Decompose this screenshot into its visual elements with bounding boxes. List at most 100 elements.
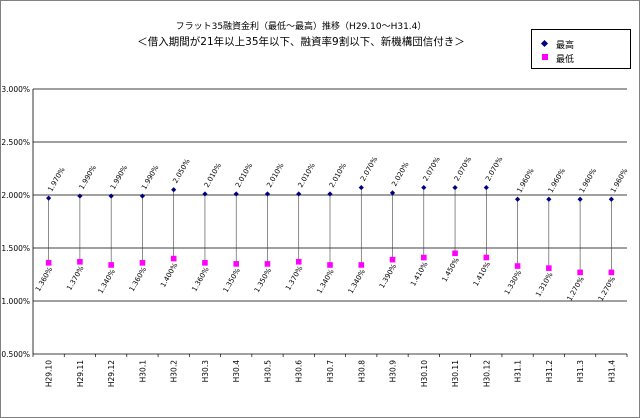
max-data-label: 1.960% <box>578 167 598 194</box>
min-data-label: 1.360% <box>128 266 148 293</box>
max-point <box>452 184 458 191</box>
max-data-label: 2.010% <box>203 162 223 189</box>
max-data-label: 2.070% <box>359 155 379 182</box>
min-point <box>514 263 521 269</box>
max-point <box>577 196 583 202</box>
x-tick-label: H29.10 <box>45 360 54 387</box>
max-data-label: 1.960% <box>609 167 629 194</box>
x-tick-label: H30.9 <box>389 360 398 383</box>
legend: 最高 最低 <box>531 29 631 69</box>
max-point <box>46 195 52 201</box>
max-point <box>608 196 614 202</box>
max-point <box>483 184 489 191</box>
min-data-label: 1.370% <box>65 264 85 291</box>
x-tick-label: H30.5 <box>263 360 272 383</box>
x-tick-label: H30.3 <box>201 360 210 383</box>
max-point <box>139 193 146 199</box>
min-data-label: 1.450% <box>441 256 461 283</box>
min-point <box>483 254 490 261</box>
min-point <box>202 260 208 266</box>
max-data-label: 2.070% <box>453 155 473 182</box>
x-tick-label: H30.10 <box>420 360 429 387</box>
max-data-label: 2.010% <box>265 162 285 189</box>
max-point <box>421 184 427 191</box>
x-tick-label: H29.11 <box>76 360 85 387</box>
max-data-label: 1.960% <box>515 167 535 194</box>
x-tick-label: H31.3 <box>576 360 585 383</box>
max-data-label: 2.010% <box>234 162 254 189</box>
x-tick-label: H29.12 <box>107 360 116 387</box>
y-tick-label: 1.000% <box>1 297 30 306</box>
max-point <box>202 191 208 197</box>
square-marker-icon <box>542 54 548 60</box>
min-point <box>452 250 458 257</box>
min-point <box>45 260 52 266</box>
min-point <box>608 269 615 276</box>
min-data-label: 1.330% <box>503 269 523 296</box>
max-data-label: 2.020% <box>390 160 410 187</box>
x-tick-label: H30.6 <box>295 360 304 383</box>
max-point <box>108 193 114 199</box>
min-point <box>358 262 365 268</box>
min-point <box>77 258 83 265</box>
max-data-label: 2.070% <box>422 155 442 182</box>
y-tick-label: 2.500% <box>1 138 30 147</box>
chart-title: フラット35融資金利（最低～最高）推移（H29.10～H31.4） <box>175 22 427 32</box>
max-point <box>389 190 396 196</box>
y-tick-label: 1.500% <box>1 244 30 253</box>
x-tick-label: H30.11 <box>451 360 460 387</box>
min-data-label: 1.350% <box>253 267 273 294</box>
x-tick-label: H31.4 <box>607 360 616 383</box>
min-data-label: 1.400% <box>159 261 179 288</box>
min-data-label: 1.340% <box>347 268 367 295</box>
min-data-label: 1.360% <box>34 266 54 293</box>
x-tick-label: H31.1 <box>514 360 523 383</box>
x-tick-label: H30.2 <box>170 360 179 383</box>
max-point <box>264 191 271 197</box>
max-data-label: 1.990% <box>140 164 160 191</box>
max-point <box>233 191 239 197</box>
min-point <box>295 258 302 265</box>
min-point <box>420 254 427 261</box>
max-point <box>514 196 521 202</box>
min-point <box>264 261 271 267</box>
min-data-label: 1.370% <box>284 264 304 291</box>
min-point <box>139 260 146 266</box>
x-tick-label: H30.7 <box>326 360 335 383</box>
max-data-label: 1.990% <box>109 164 129 191</box>
y-tick-label: 3.000% <box>1 85 30 94</box>
min-point <box>389 256 396 263</box>
min-data-label: 1.360% <box>190 266 210 293</box>
min-data-label: 1.270% <box>597 275 617 302</box>
x-tick-label: H31.2 <box>545 360 554 383</box>
min-data-label: 1.270% <box>566 275 586 302</box>
x-tick-label: H30.1 <box>138 360 147 383</box>
max-data-label: 2.010% <box>328 162 348 189</box>
min-data-label: 1.340% <box>97 268 117 295</box>
min-point <box>233 261 240 267</box>
max-data-label: 2.050% <box>171 157 191 184</box>
max-point <box>77 193 83 199</box>
min-data-label: 1.410% <box>472 260 492 287</box>
max-data-label: 1.960% <box>547 167 567 194</box>
min-data-label: 1.310% <box>534 271 554 298</box>
max-data-label: 1.990% <box>78 164 98 191</box>
min-data-label: 1.390% <box>378 262 398 289</box>
legend-label-min: 最低 <box>556 55 575 65</box>
min-point <box>577 269 583 276</box>
max-point <box>358 184 364 191</box>
min-data-label: 1.340% <box>315 268 335 295</box>
x-tick-label: H30.8 <box>357 360 366 383</box>
min-point <box>546 265 552 271</box>
y-tick-label: 2.000% <box>1 191 30 200</box>
min-data-label: 1.350% <box>222 267 242 294</box>
max-point <box>546 196 552 202</box>
max-point <box>296 191 302 197</box>
min-point <box>108 262 114 268</box>
max-point <box>171 187 177 193</box>
x-tick-label: H30.12 <box>482 360 491 387</box>
min-point <box>170 255 177 262</box>
chart-subtitle: ＜借入期間が21年以上35年以下、融資率9割以下、新機構団信付き＞ <box>137 36 465 48</box>
